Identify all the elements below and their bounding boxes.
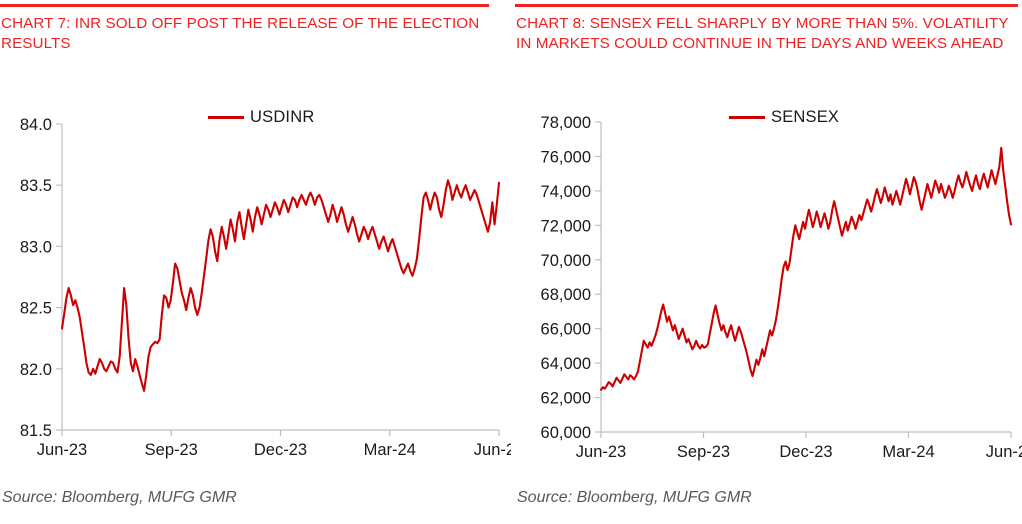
- y-axis-tick-label: 66,000: [541, 321, 591, 339]
- y-axis-tick-label: 78,000: [541, 114, 591, 132]
- x-axis-tick-label: Jun-23: [37, 441, 87, 459]
- y-axis-tick-label: 76,000: [541, 148, 591, 166]
- x-axis-tick-label: Sep-23: [677, 443, 730, 461]
- series-line-usdinr: [60, 179, 501, 392]
- legend-line-swatch-icon: [208, 116, 244, 119]
- y-axis-tick-label: 82.5: [20, 300, 52, 318]
- source-note-right: Source: Bloomberg, MUFG GMR: [517, 489, 752, 506]
- y-axis-tick-label: 72,000: [541, 217, 591, 235]
- source-note-left: Source: Bloomberg, MUFG GMR: [2, 489, 237, 506]
- legend-line-swatch-icon: [729, 116, 765, 119]
- x-axis-tick-label: Jun-23: [576, 443, 626, 461]
- x-axis-tick-label: Mar-24: [882, 443, 934, 461]
- chart-title-right: CHART 8: SENSEX FELL SHARPLY BY MORE THA…: [516, 15, 1009, 52]
- legend-label-sensex: SENSEX: [771, 108, 840, 126]
- x-axis-tick-label: Dec-23: [779, 443, 832, 461]
- legend-left: USDINR: [208, 108, 314, 127]
- x-axis-tick-label: Dec-23: [254, 441, 307, 459]
- plot-area-right: SENSEX 60,000 62,000 64,000 66,000 68,000 70,…: [511, 100, 1022, 470]
- y-axis-tick-label: 68,000: [541, 286, 591, 304]
- y-axis-tick-label: 81.5: [20, 422, 52, 440]
- y-axis-tick-label: 62,000: [541, 390, 591, 408]
- y-axis-tick-label: 64,000: [541, 355, 591, 373]
- y-axis-tick-label: 82.0: [20, 361, 52, 379]
- y-axis-tick-label: 83.0: [20, 238, 52, 256]
- x-axis-tick-label: Jun-24: [474, 441, 511, 459]
- line-chart-usdinr: 81.5 82.0 82.5 83.0 83.5 84.0 Jun-23 Sep-23 Dec-…: [20, 116, 511, 459]
- chart-panel-right: CHART 8: SENSEX FELL SHARPLY BY MORE THA…: [511, 0, 1022, 524]
- y-axis-tick-label: 70,000: [541, 252, 591, 270]
- panel-top-rule: [515, 4, 1018, 7]
- chart-panel-left: CHART 7: INR SOLD OFF POST THE RELEASE O…: [0, 4, 511, 506]
- x-axis-tick-label: Mar-24: [364, 441, 416, 459]
- y-axis-tick-label: 83.5: [20, 177, 52, 195]
- x-axis-tick-label: Jun-24: [986, 443, 1022, 461]
- series-line-sensex: [599, 146, 1013, 391]
- y-axis-tick-label: 60,000: [541, 424, 591, 442]
- chart-title-left: CHART 7: INR SOLD OFF POST THE RELEASE O…: [1, 15, 480, 52]
- line-chart-sensex: 60,000 62,000 64,000 66,000 68,000 70,000 72,0…: [541, 114, 1022, 461]
- y-axis-tick-label: 84.0: [20, 116, 52, 134]
- legend-label-usdinr: USDINR: [250, 108, 315, 126]
- legend-right: SENSEX: [729, 108, 839, 127]
- plot-area-left: USDINR 81.5 82.0 82.5 83.0 83.5 84.0 Jun-23 Sep…: [0, 100, 511, 470]
- panel-top-rule: [0, 4, 489, 7]
- y-axis-tick-label: 74,000: [541, 183, 591, 201]
- x-axis-tick-label: Sep-23: [145, 441, 198, 459]
